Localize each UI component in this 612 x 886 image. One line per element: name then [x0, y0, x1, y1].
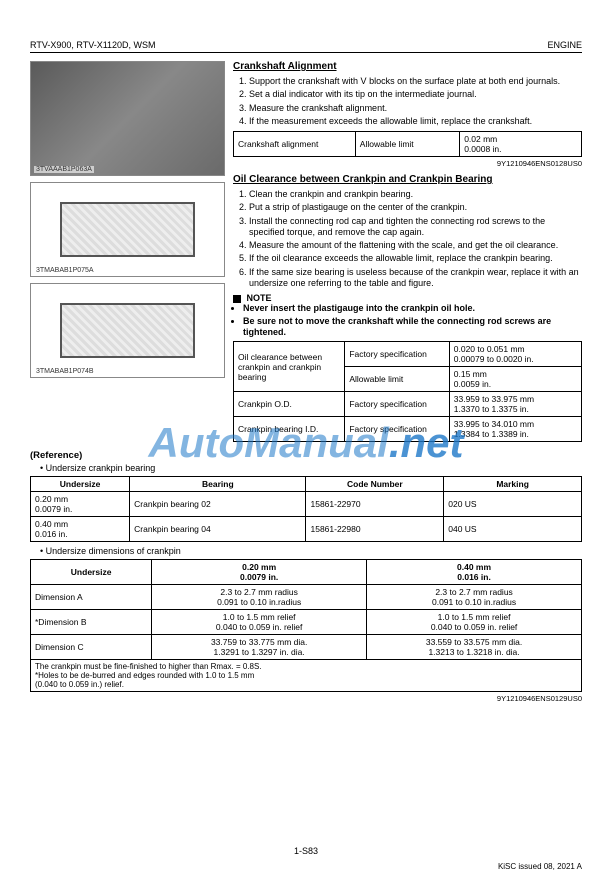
table-cell: Factory specification [345, 342, 449, 367]
figure-label-2: 3TMABAB1P075A [34, 267, 96, 274]
step: Support the crankshaft with V blocks on … [249, 76, 582, 87]
step: Put a strip of plastigauge on the center… [249, 202, 582, 213]
table-cell: 33.959 to 33.975 mm 1.3370 to 1.3375 in. [449, 392, 581, 417]
table-cell: Crankshaft alignment [234, 132, 356, 157]
page-number: 1-S83 [0, 846, 612, 856]
ref-sub2: Undersize dimensions of crankpin [30, 546, 582, 556]
td: 33.759 to 33.775 mm dia. 1.3291 to 1.329… [152, 635, 367, 660]
td: 15861-22970 [306, 492, 444, 517]
left-column: 3TVAAAB1P063A 3TMABAB1P075A 3TMABAB1P074… [30, 61, 225, 444]
content-columns: 3TVAAAB1P063A 3TMABAB1P075A 3TMABAB1P074… [30, 61, 582, 444]
page: RTV-X900, RTV-X1120D, WSM ENGINE 3TVAAAB… [0, 0, 612, 886]
reference-title: (Reference) [30, 450, 582, 461]
ref-table-a: Undersize Bearing Code Number Marking 0.… [30, 476, 582, 542]
th: Bearing [130, 477, 306, 492]
section1-steps: Support the crankshaft with V blocks on … [233, 76, 582, 127]
val: 0.02 mm [464, 134, 497, 144]
val: 0.40 mm [457, 562, 491, 572]
table-cell: Allowable limit [355, 132, 459, 157]
step: If the same size bearing is useless beca… [249, 267, 582, 290]
reference-section: (Reference) Undersize crankpin bearing U… [30, 450, 582, 703]
header-right: ENGINE [547, 40, 582, 50]
step: Set a dial indicator with its tip on the… [249, 89, 582, 100]
doc-id-1: 9Y1210946ENS0128US0 [233, 159, 582, 168]
th: Marking [444, 477, 582, 492]
td: Dimension A [31, 585, 152, 610]
td: Dimension C [31, 635, 152, 660]
issued-note: KiSC issued 08, 2021 A [498, 862, 582, 871]
th: Undersize [31, 477, 130, 492]
table-cell: 0.15 mm 0.0059 in. [449, 367, 581, 392]
td: 040 US [444, 517, 582, 542]
table-cell: Factory specification [345, 417, 449, 442]
td: 33.559 to 33.575 mm dia. 1.3213 to 1.321… [367, 635, 582, 660]
figure-label-3: 3TMABAB1P074B [34, 368, 96, 375]
step: Clean the crankpin and crankpin bearing. [249, 189, 582, 200]
section1-title: Crankshaft Alignment [233, 61, 582, 72]
figure-photo: 3TVAAAB1P063A [30, 61, 225, 176]
td: Crankpin bearing 02 [130, 492, 306, 517]
th: Code Number [306, 477, 444, 492]
step: If the measurement exceeds the allowable… [249, 116, 582, 127]
td: 15861-22980 [306, 517, 444, 542]
step: If the oil clearance exceeds the allowab… [249, 253, 582, 264]
section2-title: Oil Clearance between Crankpin and Crank… [233, 174, 582, 185]
section2-steps: Clean the crankpin and crankpin bearing.… [233, 189, 582, 289]
figure-drawing-1: 3TMABAB1P075A [30, 182, 225, 277]
val: 0.016 in. [457, 572, 491, 582]
note-item: Never insert the plastigauge into the cr… [243, 303, 582, 314]
table-cell: Factory specification [345, 392, 449, 417]
page-header: RTV-X900, RTV-X1120D, WSM ENGINE [30, 40, 582, 53]
td: 2.3 to 2.7 mm radius 0.091 to 0.10 in.ra… [152, 585, 367, 610]
right-column: Crankshaft Alignment Support the cranksh… [233, 61, 582, 444]
note-block: NOTE Never insert the plastigauge into t… [233, 293, 582, 337]
note-icon [233, 295, 241, 303]
section1-table: Crankshaft alignment Allowable limit 0.0… [233, 131, 582, 157]
td-footnote: The crankpin must be fine-finished to hi… [31, 660, 582, 692]
table-cell: 0.02 mm 0.0008 in. [460, 132, 582, 157]
header-left: RTV-X900, RTV-X1120D, WSM [30, 40, 156, 50]
td: 0.40 mm 0.016 in. [31, 517, 130, 542]
td: 0.20 mm 0.0079 in. [31, 492, 130, 517]
doc-id-2: 9Y1210946ENS0129US0 [30, 694, 582, 703]
td: 2.3 to 2.7 mm radius 0.091 to 0.10 in.ra… [367, 585, 582, 610]
figure-label-1: 3TVAAAB1P063A [34, 166, 94, 173]
section2-table: Oil clearance between crankpin and crank… [233, 341, 582, 442]
ref-table-b: Undersize 0.20 mm 0.0079 in. 0.40 mm 0.0… [30, 559, 582, 692]
figure-drawing-2: 3TMABAB1P074B [30, 283, 225, 378]
note-label: NOTE [247, 293, 272, 303]
th: Undersize [31, 560, 152, 585]
td: Crankpin bearing 04 [130, 517, 306, 542]
note-item: Be sure not to move the crankshaft while… [243, 316, 582, 338]
note-items: Never insert the plastigauge into the cr… [233, 303, 582, 337]
th: 0.20 mm 0.0079 in. [152, 560, 367, 585]
step: Install the connecting rod cap and tight… [249, 216, 582, 239]
figure-mech-2 [60, 303, 195, 359]
td: 1.0 to 1.5 mm relief 0.040 to 0.059 in. … [152, 610, 367, 635]
step: Measure the amount of the flattening wit… [249, 240, 582, 251]
val: 0.20 mm [242, 562, 276, 572]
table-cell: Oil clearance between crankpin and crank… [234, 342, 345, 392]
figure-mech-1 [60, 202, 195, 258]
table-cell: Crankpin bearing I.D. [234, 417, 345, 442]
step: Measure the crankshaft alignment. [249, 103, 582, 114]
val: 0.0008 in. [464, 144, 501, 154]
val: 0.0079 in. [240, 572, 278, 582]
table-cell: 0.020 to 0.051 mm 0.00079 to 0.0020 in. [449, 342, 581, 367]
table-cell: Crankpin O.D. [234, 392, 345, 417]
ref-sub1: Undersize crankpin bearing [30, 463, 582, 473]
td: 020 US [444, 492, 582, 517]
th: 0.40 mm 0.016 in. [367, 560, 582, 585]
table-cell: 33.995 to 34.010 mm 1.3384 to 1.3389 in. [449, 417, 581, 442]
table-cell: Allowable limit [345, 367, 449, 392]
td: 1.0 to 1.5 mm relief 0.040 to 0.059 in. … [367, 610, 582, 635]
td: *Dimension B [31, 610, 152, 635]
